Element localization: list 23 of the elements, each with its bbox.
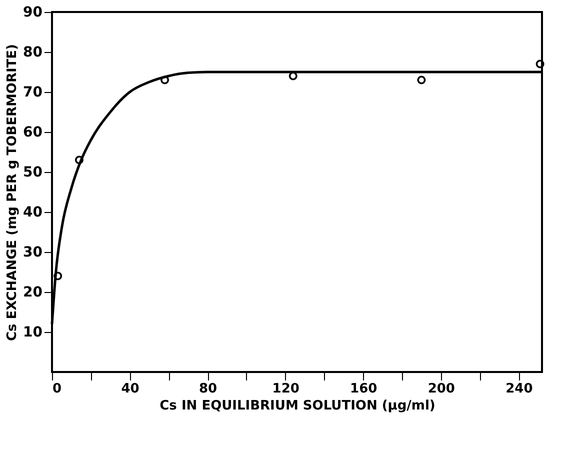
x-tick-label: 40 [121, 382, 140, 396]
x-tick-label: 240 [506, 382, 533, 396]
point [417, 76, 426, 84]
y-tick-label: 70 [23, 84, 43, 100]
y-tick-label: 50 [23, 164, 43, 180]
point [536, 60, 544, 68]
point [160, 76, 170, 84]
x-axis-title: Cs IN EQUILIBRIUM SOLUTION (µg/ml) [160, 398, 436, 414]
y-tick-label: 40 [23, 204, 43, 220]
x-tick-label: 0 [52, 382, 62, 396]
y-tick-label: 60 [23, 124, 43, 140]
y-tick-label: 20 [23, 284, 43, 300]
x-tick-label: 200 [428, 382, 455, 396]
y-tick-label: 10 [23, 324, 43, 340]
x-tick-label: 80 [199, 382, 218, 396]
x-tick-label: 160 [350, 382, 378, 396]
y-tick-label: 80 [23, 44, 43, 60]
point [74, 156, 84, 164]
y-tick-label: 30 [23, 244, 43, 260]
point [54, 272, 62, 280]
x-tick-label: 120 [272, 382, 300, 396]
y-axis-title: Cs EXCHANGE (mg PER g TOBERMORITE) [5, 44, 20, 342]
y-tick-label: 90 [23, 4, 43, 20]
